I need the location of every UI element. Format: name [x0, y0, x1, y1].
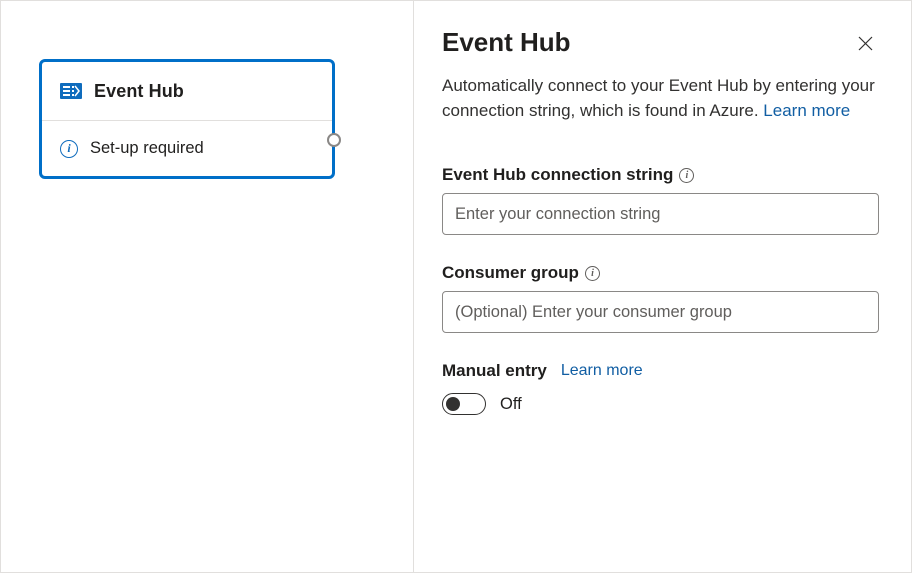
info-icon[interactable]: i: [585, 266, 600, 281]
node-output-port[interactable]: [327, 133, 341, 147]
node-status-row: i Set-up required: [42, 121, 332, 176]
event-hub-icon: [60, 80, 82, 102]
info-icon: i: [60, 140, 78, 158]
manual-entry-learn-more-link[interactable]: Learn more: [561, 362, 643, 380]
consumer-group-field-group: Consumer group i: [442, 263, 879, 333]
node-status-text: Set-up required: [90, 139, 204, 158]
manual-entry-toggle-row: Off: [442, 393, 879, 415]
manual-entry-label: Manual entry: [442, 361, 547, 381]
consumer-group-label: Consumer group: [442, 263, 579, 283]
manual-entry-toggle[interactable]: [442, 393, 486, 415]
connection-string-label: Event Hub connection string: [442, 165, 673, 185]
node-title: Event Hub: [94, 81, 184, 102]
manual-entry-state: Off: [500, 395, 522, 414]
node-header: Event Hub: [42, 62, 332, 120]
event-hub-node[interactable]: Event Hub i Set-up required: [39, 59, 335, 179]
connection-string-input[interactable]: [442, 193, 879, 235]
close-button[interactable]: [851, 29, 879, 57]
connection-string-label-row: Event Hub connection string i: [442, 165, 879, 185]
details-pane: Event Hub Automatically connect to your …: [413, 1, 911, 572]
toggle-thumb: [446, 397, 460, 411]
consumer-group-label-row: Consumer group i: [442, 263, 879, 283]
learn-more-link[interactable]: Learn more: [763, 101, 850, 120]
panel-title: Event Hub: [442, 27, 571, 58]
panel-description: Automatically connect to your Event Hub …: [442, 74, 879, 123]
connection-string-field-group: Event Hub connection string i: [442, 165, 879, 235]
canvas-pane: Event Hub i Set-up required: [1, 1, 413, 572]
consumer-group-input[interactable]: [442, 291, 879, 333]
panel-header: Event Hub: [442, 27, 879, 58]
app-container: Event Hub i Set-up required Event Hub Au…: [0, 0, 912, 573]
info-icon[interactable]: i: [679, 168, 694, 183]
manual-entry-label-row: Manual entry Learn more: [442, 361, 879, 381]
manual-entry-section: Manual entry Learn more Off: [442, 361, 879, 415]
close-icon: [858, 36, 873, 51]
